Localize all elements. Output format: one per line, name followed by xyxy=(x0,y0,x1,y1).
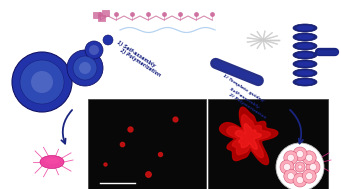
Text: Self-assembly: Self-assembly xyxy=(225,85,260,109)
Circle shape xyxy=(297,150,303,157)
Ellipse shape xyxy=(298,156,322,169)
Ellipse shape xyxy=(303,158,317,164)
Ellipse shape xyxy=(297,26,313,30)
Circle shape xyxy=(85,41,103,59)
FancyArrowPatch shape xyxy=(61,110,72,144)
Ellipse shape xyxy=(45,158,59,164)
Text: 2) Polymerization: 2) Polymerization xyxy=(228,92,267,119)
Circle shape xyxy=(302,169,316,183)
Circle shape xyxy=(276,143,324,189)
FancyArrowPatch shape xyxy=(290,110,303,143)
Circle shape xyxy=(298,165,302,169)
Ellipse shape xyxy=(293,33,317,41)
Circle shape xyxy=(293,173,307,187)
Ellipse shape xyxy=(297,35,313,40)
Circle shape xyxy=(103,35,113,45)
Circle shape xyxy=(67,50,103,86)
Ellipse shape xyxy=(293,69,317,77)
Text: 2) Polymerization: 2) Polymerization xyxy=(119,48,161,78)
Ellipse shape xyxy=(297,53,313,57)
Circle shape xyxy=(284,151,298,165)
Circle shape xyxy=(306,154,313,161)
Circle shape xyxy=(20,60,64,104)
Ellipse shape xyxy=(297,80,313,84)
Bar xyxy=(88,99,206,189)
Ellipse shape xyxy=(297,70,313,75)
Circle shape xyxy=(295,162,305,172)
Ellipse shape xyxy=(293,60,317,68)
Polygon shape xyxy=(227,115,270,158)
Circle shape xyxy=(287,154,294,161)
Circle shape xyxy=(79,62,91,74)
Circle shape xyxy=(280,160,294,174)
Ellipse shape xyxy=(297,61,313,67)
Ellipse shape xyxy=(40,156,64,169)
Circle shape xyxy=(306,173,313,180)
Circle shape xyxy=(12,52,72,112)
Ellipse shape xyxy=(293,51,317,59)
Ellipse shape xyxy=(297,43,313,49)
Circle shape xyxy=(287,173,294,180)
Circle shape xyxy=(293,147,307,161)
Ellipse shape xyxy=(293,42,317,50)
Bar xyxy=(208,99,328,189)
Text: 1) Template guided: 1) Template guided xyxy=(222,73,264,103)
Circle shape xyxy=(89,45,99,55)
Circle shape xyxy=(297,177,303,184)
FancyBboxPatch shape xyxy=(102,10,110,17)
Ellipse shape xyxy=(293,78,317,86)
Polygon shape xyxy=(235,124,262,149)
Circle shape xyxy=(310,163,316,170)
Text: 1) Self-assembly: 1) Self-assembly xyxy=(116,40,156,68)
Circle shape xyxy=(31,71,53,93)
Polygon shape xyxy=(220,107,278,165)
Circle shape xyxy=(73,56,97,80)
Circle shape xyxy=(302,151,316,165)
Circle shape xyxy=(306,160,320,174)
Ellipse shape xyxy=(293,24,317,32)
FancyBboxPatch shape xyxy=(93,12,101,19)
Circle shape xyxy=(283,163,291,170)
Circle shape xyxy=(284,169,298,183)
FancyBboxPatch shape xyxy=(98,15,106,22)
